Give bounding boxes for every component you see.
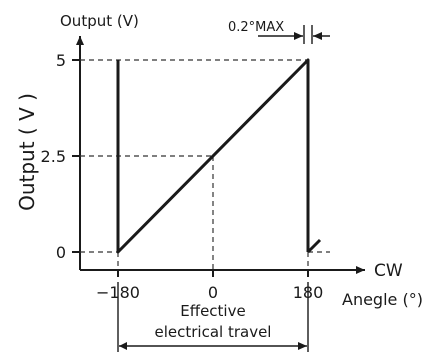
y-tick-marks (72, 59, 80, 253)
travel-label-line1: Effective (180, 302, 245, 320)
y-axis-top-title: Output (V) (60, 12, 139, 30)
x-tick-label: 0 (208, 283, 218, 302)
y-tick-label: 5 (56, 51, 66, 70)
y-tick-label: 2.5 (41, 147, 66, 166)
x-tick-marks (117, 270, 309, 277)
series-line (116, 58, 310, 254)
x-tick-labels: −180 0 180 (96, 283, 323, 302)
max-annotation: 0.2°MAX (228, 20, 330, 44)
max-label: 0.2°MAX (228, 20, 284, 35)
series-layer (116, 58, 322, 254)
x-axis-title: Anegle (°) (342, 290, 423, 309)
guide-lines (80, 59, 330, 270)
y-tick-labels: 02.55 (41, 51, 66, 262)
y-tick-label: 0 (56, 243, 66, 262)
travel-label-line2: electrical travel (155, 323, 272, 341)
series-tail (306, 238, 322, 254)
x-direction-label: CW (374, 261, 403, 281)
travel-annotation: Effective electrical travel (117, 282, 309, 352)
y-axis-title: Output ( V ) (15, 93, 39, 211)
